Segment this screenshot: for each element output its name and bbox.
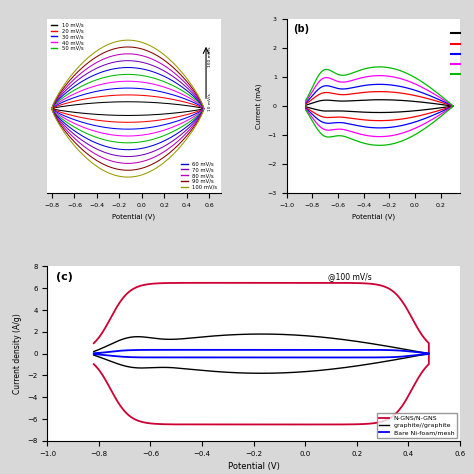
Y-axis label: Current (mA): Current (mA) bbox=[255, 83, 262, 129]
Text: 100 mV/s: 100 mV/s bbox=[208, 46, 212, 67]
Text: (c): (c) bbox=[55, 272, 73, 282]
Y-axis label: Current density (A/g): Current density (A/g) bbox=[13, 313, 22, 394]
Text: @100 mV/s: @100 mV/s bbox=[328, 272, 372, 281]
Legend: 60 mV/s, 70 mV/s, 80 mV/s, 90 mV/s, 100 mV/s: 60 mV/s, 70 mV/s, 80 mV/s, 90 mV/s, 100 … bbox=[180, 160, 218, 191]
X-axis label: Potential (V): Potential (V) bbox=[112, 214, 155, 220]
X-axis label: Potential (V): Potential (V) bbox=[352, 214, 395, 220]
X-axis label: Potential (V): Potential (V) bbox=[228, 462, 280, 471]
Legend: N-GNS/N-GNS, graphite//graphite, Bare Ni-foam/mesh: N-GNS/N-GNS, graphite//graphite, Bare Ni… bbox=[377, 413, 456, 438]
Text: 10 mV/s: 10 mV/s bbox=[208, 94, 212, 111]
Text: (b): (b) bbox=[293, 24, 310, 34]
